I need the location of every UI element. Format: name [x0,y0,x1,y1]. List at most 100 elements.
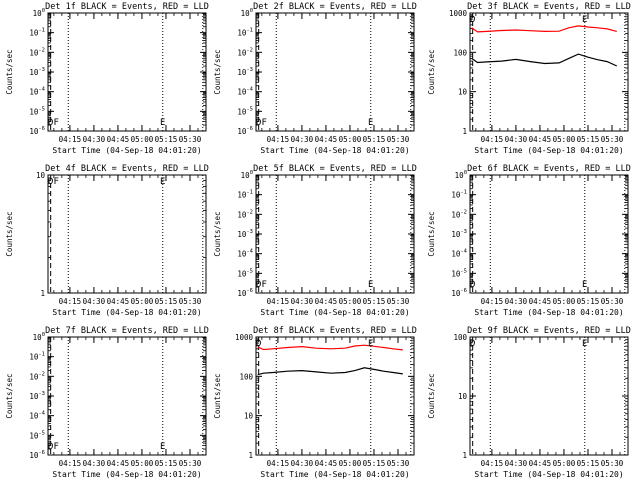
marker-e: E [582,280,587,290]
x-axis-label: Start Time (04-Sep-18 04:01:20) [474,308,623,317]
series-line-1 [257,344,403,351]
y-tick-label: 10-6 [451,288,467,298]
y-tick-label: 1 [462,451,467,460]
y-tick-label: 10-4 [29,411,45,421]
y-tick-label: 100 [453,48,467,57]
y-tick-label: 100 [33,332,45,342]
y-tick-label: 10-5 [237,268,253,278]
x-tick-label: 04:15 [481,459,504,468]
y-tick-label: 10-1 [237,28,253,38]
x-tick-label: 04:45 [315,459,338,468]
plot-panel-9: Det 9f BLACK = Events, RED = LLD Counts/s… [427,326,631,479]
y-tick-label: 10-1 [237,190,253,200]
plot-panel-3: Det 3f BLACK = Events, RED = LLD Counts/s… [427,2,631,155]
x-tick-label: 05:30 [387,135,410,144]
plot-title: Det 5f BLACK = Events, RED = LLD [253,164,417,174]
x-tick-label: 05:00 [339,135,362,144]
marker-d: D [256,339,261,349]
x-tick-label: 04:15 [267,297,290,306]
plot-panel-7: Det 7f BLACK = Events, RED = LLD Counts/s… [5,326,209,479]
x-tick-label: 04:30 [505,297,528,306]
x-tick-label: 04:45 [315,135,338,144]
plot-title: Det 4f BLACK = Events, RED = LLD [45,164,209,174]
x-tick-label: 04:30 [505,459,528,468]
series-line-2 [257,367,403,376]
marker-e: E [582,15,587,25]
x-tick-label: 05:30 [601,459,624,468]
marker-f: F [262,280,267,290]
marker-e: E [368,339,373,349]
y-tick-label: 10-6 [29,126,45,136]
marker-e: E [582,339,587,349]
x-axis-label: Start Time (04-Sep-18 04:01:20) [260,308,409,317]
x-tick-label: 04:15 [59,459,82,468]
x-tick-label: 05:30 [387,459,410,468]
marker-e: E [368,280,373,290]
x-tick-label: 05:00 [553,459,576,468]
x-tick-label: 04:30 [83,135,106,144]
y-tick-label: 100 [241,8,253,18]
x-tick-label: 04:45 [315,297,338,306]
marker-e: E [160,118,165,128]
y-tick-label: 10-2 [29,371,45,381]
y-tick-label: 10-6 [29,450,45,460]
x-tick-label: 04:15 [59,135,82,144]
y-axis-label: Counts/sec [213,211,222,256]
plot-title: Det 2f BLACK = Events, RED = LLD [253,2,417,12]
plot-frame [47,336,207,456]
x-tick-label: 04:45 [107,297,130,306]
plot-panel-1: Det 1f BLACK = Events, RED = LLD Counts/s… [5,2,209,155]
y-tick-label: 10-4 [29,87,45,97]
plot-panel-2: Det 2f BLACK = Events, RED = LLD Counts/s… [213,2,417,155]
x-tick-label: 04:45 [529,135,552,144]
y-axis-label: Counts/sec [213,373,222,418]
plot-frame [47,12,207,132]
y-tick-label: 10-4 [451,249,467,259]
y-tick-label: 10-3 [237,229,253,239]
x-tick-label: 04:45 [529,459,552,468]
marker-e: E [368,118,373,128]
marker-d: D [470,339,475,349]
y-tick-label: 1000 [235,333,254,342]
plot-title: Det 9f BLACK = Events, RED = LLD [467,326,631,336]
y-axis-label: Counts/sec [427,373,436,418]
plot-panel-5: Det 5f BLACK = Events, RED = LLD Counts/s… [213,164,417,317]
y-tick-label: 1000 [449,9,468,18]
y-tick-label: 10-3 [237,67,253,77]
y-tick-label: 10-5 [29,430,45,440]
x-tick-label: 04:30 [291,459,314,468]
x-axis-label: Start Time (04-Sep-18 04:01:20) [474,470,623,479]
x-tick-label: 04:15 [267,135,290,144]
y-tick-label: 100 [33,8,45,18]
marker-d: D [48,118,53,128]
x-tick-label: 05:00 [131,297,154,306]
series-line-1 [471,25,617,33]
y-tick-label: 10-6 [237,126,253,136]
y-tick-label: 10-5 [29,106,45,116]
plot-frame [469,174,629,294]
x-tick-label: 04:15 [267,459,290,468]
marker-f: F [262,118,267,128]
y-tick-label: 100 [453,333,467,342]
x-tick-label: 04:15 [59,297,82,306]
y-tick-label: 10-1 [29,352,45,362]
x-axis-label: Start Time (04-Sep-18 04:01:20) [260,146,409,155]
y-tick-label: 10-4 [237,249,253,259]
marker-d: D [48,177,53,187]
x-axis-label: Start Time (04-Sep-18 04:01:20) [474,146,623,155]
x-tick-label: 05:15 [155,459,178,468]
x-tick-label: 05:15 [155,297,178,306]
marker-d: D [48,442,53,452]
x-tick-label: 05:15 [363,297,386,306]
plot-frame [255,336,415,456]
plot-title: Det 8f BLACK = Events, RED = LLD [253,326,417,336]
plot-panel-8: Det 8f BLACK = Events, RED = LLD Counts/s… [213,326,417,479]
x-tick-label: 05:00 [339,459,362,468]
x-tick-label: 05:15 [363,459,386,468]
y-tick-label: 10 [244,412,254,421]
x-axis-label: Start Time (04-Sep-18 04:01:20) [52,146,201,155]
x-axis-label: Start Time (04-Sep-18 04:01:20) [52,470,201,479]
y-axis-label: Counts/sec [5,211,14,256]
y-tick-label: 10 [458,392,468,401]
